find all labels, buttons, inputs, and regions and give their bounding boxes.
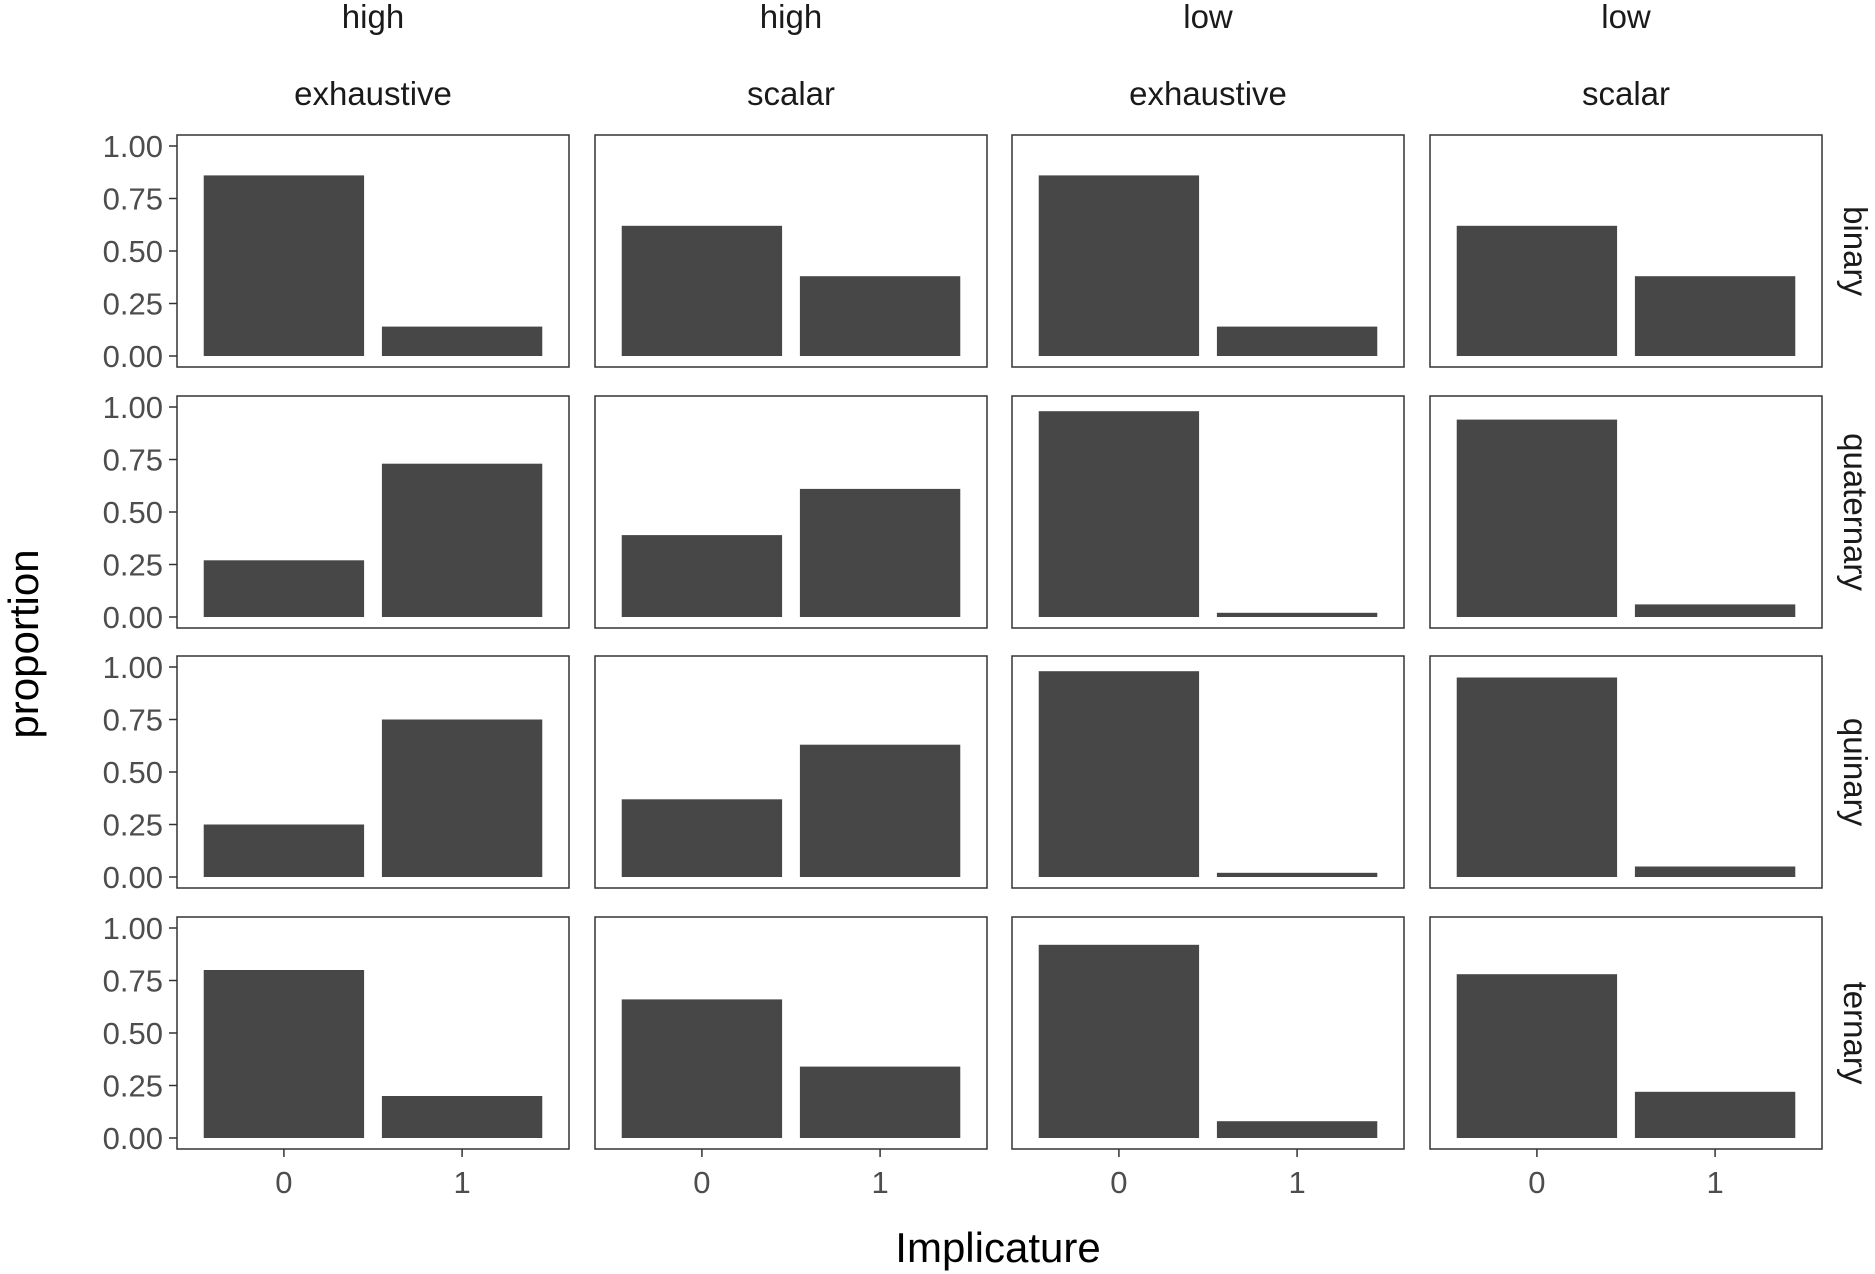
bar-ternary-high-scalar-1 bbox=[799, 1066, 961, 1138]
bar-quaternary-low-exhaustive-0 bbox=[1038, 411, 1200, 617]
bar-quaternary-low-exhaustive-1 bbox=[1216, 612, 1378, 617]
strip-label-top: high bbox=[342, 0, 404, 35]
panel-border-binary-low-exhaustive bbox=[1011, 134, 1405, 368]
panel-border-quinary-high-scalar bbox=[594, 655, 988, 889]
panel-border-quaternary-high-scalar bbox=[594, 395, 988, 629]
y-tick-label: 1.00 bbox=[103, 911, 163, 946]
row-strip-label-quinary: quinary bbox=[1837, 718, 1874, 827]
y-axis-title: proportion bbox=[0, 549, 47, 738]
panel-border-ternary-low-scalar bbox=[1429, 916, 1823, 1150]
bar-binary-high-exhaustive-0 bbox=[203, 175, 365, 356]
bar-binary-low-scalar-1 bbox=[1634, 276, 1796, 356]
y-tick-label: 0.50 bbox=[103, 495, 163, 530]
strip-label-top: low bbox=[1183, 0, 1233, 35]
y-tick-label: 0.75 bbox=[103, 703, 163, 738]
y-tick-label: 0.25 bbox=[103, 808, 163, 843]
x-tick-label: 0 bbox=[1528, 1165, 1545, 1200]
y-tick-label: 0.00 bbox=[103, 600, 163, 635]
strip-label-top: low bbox=[1601, 0, 1651, 35]
y-tick-label: 0.50 bbox=[103, 755, 163, 790]
x-tick-label: 0 bbox=[275, 1165, 292, 1200]
y-tick-label: 0.25 bbox=[103, 548, 163, 583]
bar-ternary-high-exhaustive-1 bbox=[381, 1096, 543, 1138]
y-tick-label: 0.75 bbox=[103, 182, 163, 217]
strip-label-bottom: exhaustive bbox=[294, 75, 452, 112]
bar-ternary-high-scalar-0 bbox=[621, 999, 783, 1138]
bar-quaternary-low-scalar-0 bbox=[1456, 419, 1618, 617]
x-tick-label: 1 bbox=[453, 1165, 470, 1200]
bar-quinary-high-scalar-1 bbox=[799, 744, 961, 877]
bar-quaternary-high-scalar-1 bbox=[799, 488, 961, 617]
row-strip-label-binary: binary bbox=[1837, 206, 1874, 296]
row-strip-label-ternary: ternary bbox=[1837, 982, 1874, 1085]
bar-quinary-low-scalar-0 bbox=[1456, 677, 1618, 877]
y-tick-label: 1.00 bbox=[103, 650, 163, 685]
bar-quinary-high-exhaustive-0 bbox=[203, 824, 365, 877]
panel-border-quaternary-low-exhaustive bbox=[1011, 395, 1405, 629]
bar-quaternary-low-scalar-1 bbox=[1634, 604, 1796, 617]
bar-binary-high-scalar-1 bbox=[799, 276, 961, 356]
facet-panels: high exhaustive high scalar low exhaustive low… bbox=[103, 0, 1874, 1200]
strip-label-top: high bbox=[760, 0, 822, 35]
y-tick-label: 0.75 bbox=[103, 964, 163, 999]
bar-binary-low-exhaustive-1 bbox=[1216, 326, 1378, 356]
bar-ternary-high-exhaustive-0 bbox=[203, 970, 365, 1138]
bar-ternary-low-scalar-0 bbox=[1456, 974, 1618, 1138]
bar-binary-low-scalar-0 bbox=[1456, 225, 1618, 356]
bar-binary-high-scalar-0 bbox=[621, 225, 783, 356]
y-tick-label: 1.00 bbox=[103, 129, 163, 164]
bar-binary-high-exhaustive-1 bbox=[381, 326, 543, 356]
y-tick-label: 0.00 bbox=[103, 1121, 163, 1156]
bar-quinary-low-scalar-1 bbox=[1634, 866, 1796, 877]
bar-quinary-high-exhaustive-1 bbox=[381, 719, 543, 877]
strip-label-bottom: exhaustive bbox=[1129, 75, 1287, 112]
bar-quinary-low-exhaustive-0 bbox=[1038, 671, 1200, 877]
bar-ternary-low-exhaustive-0 bbox=[1038, 944, 1200, 1138]
bar-quaternary-high-exhaustive-1 bbox=[381, 463, 543, 617]
panel-border-quaternary-low-scalar bbox=[1429, 395, 1823, 629]
y-tick-label: 0.25 bbox=[103, 287, 163, 322]
bar-ternary-low-scalar-1 bbox=[1634, 1091, 1796, 1138]
y-tick-label: 0.50 bbox=[103, 234, 163, 269]
panel-border-binary-high-scalar bbox=[594, 134, 988, 368]
row-strip-label-quaternary: quaternary bbox=[1837, 433, 1874, 591]
x-tick-label: 1 bbox=[1706, 1165, 1723, 1200]
bar-ternary-low-exhaustive-1 bbox=[1216, 1121, 1378, 1138]
y-tick-label: 0.00 bbox=[103, 339, 163, 374]
y-tick-label: 0.00 bbox=[103, 860, 163, 895]
bar-quinary-high-scalar-0 bbox=[621, 799, 783, 877]
bar-quaternary-high-exhaustive-0 bbox=[203, 560, 365, 617]
panel-border-ternary-high-scalar bbox=[594, 916, 988, 1150]
panel-border-quinary-low-exhaustive bbox=[1011, 655, 1405, 889]
x-tick-label: 0 bbox=[693, 1165, 710, 1200]
bar-quinary-low-exhaustive-1 bbox=[1216, 872, 1378, 877]
y-tick-label: 0.75 bbox=[103, 443, 163, 478]
y-tick-label: 0.50 bbox=[103, 1016, 163, 1051]
strip-label-bottom: scalar bbox=[747, 75, 835, 112]
strip-label-bottom: scalar bbox=[1582, 75, 1670, 112]
x-tick-label: 1 bbox=[1288, 1165, 1305, 1200]
y-tick-label: 0.25 bbox=[103, 1069, 163, 1104]
panel-border-binary-low-scalar bbox=[1429, 134, 1823, 368]
x-tick-label: 0 bbox=[1110, 1165, 1127, 1200]
x-tick-label: 1 bbox=[871, 1165, 888, 1200]
y-tick-label: 1.00 bbox=[103, 390, 163, 425]
panel-border-quinary-low-scalar bbox=[1429, 655, 1823, 889]
bar-binary-low-exhaustive-0 bbox=[1038, 175, 1200, 356]
panel-border-ternary-low-exhaustive bbox=[1011, 916, 1405, 1150]
bar-quaternary-high-scalar-0 bbox=[621, 535, 783, 617]
x-axis-title: Implicature bbox=[895, 1224, 1100, 1271]
